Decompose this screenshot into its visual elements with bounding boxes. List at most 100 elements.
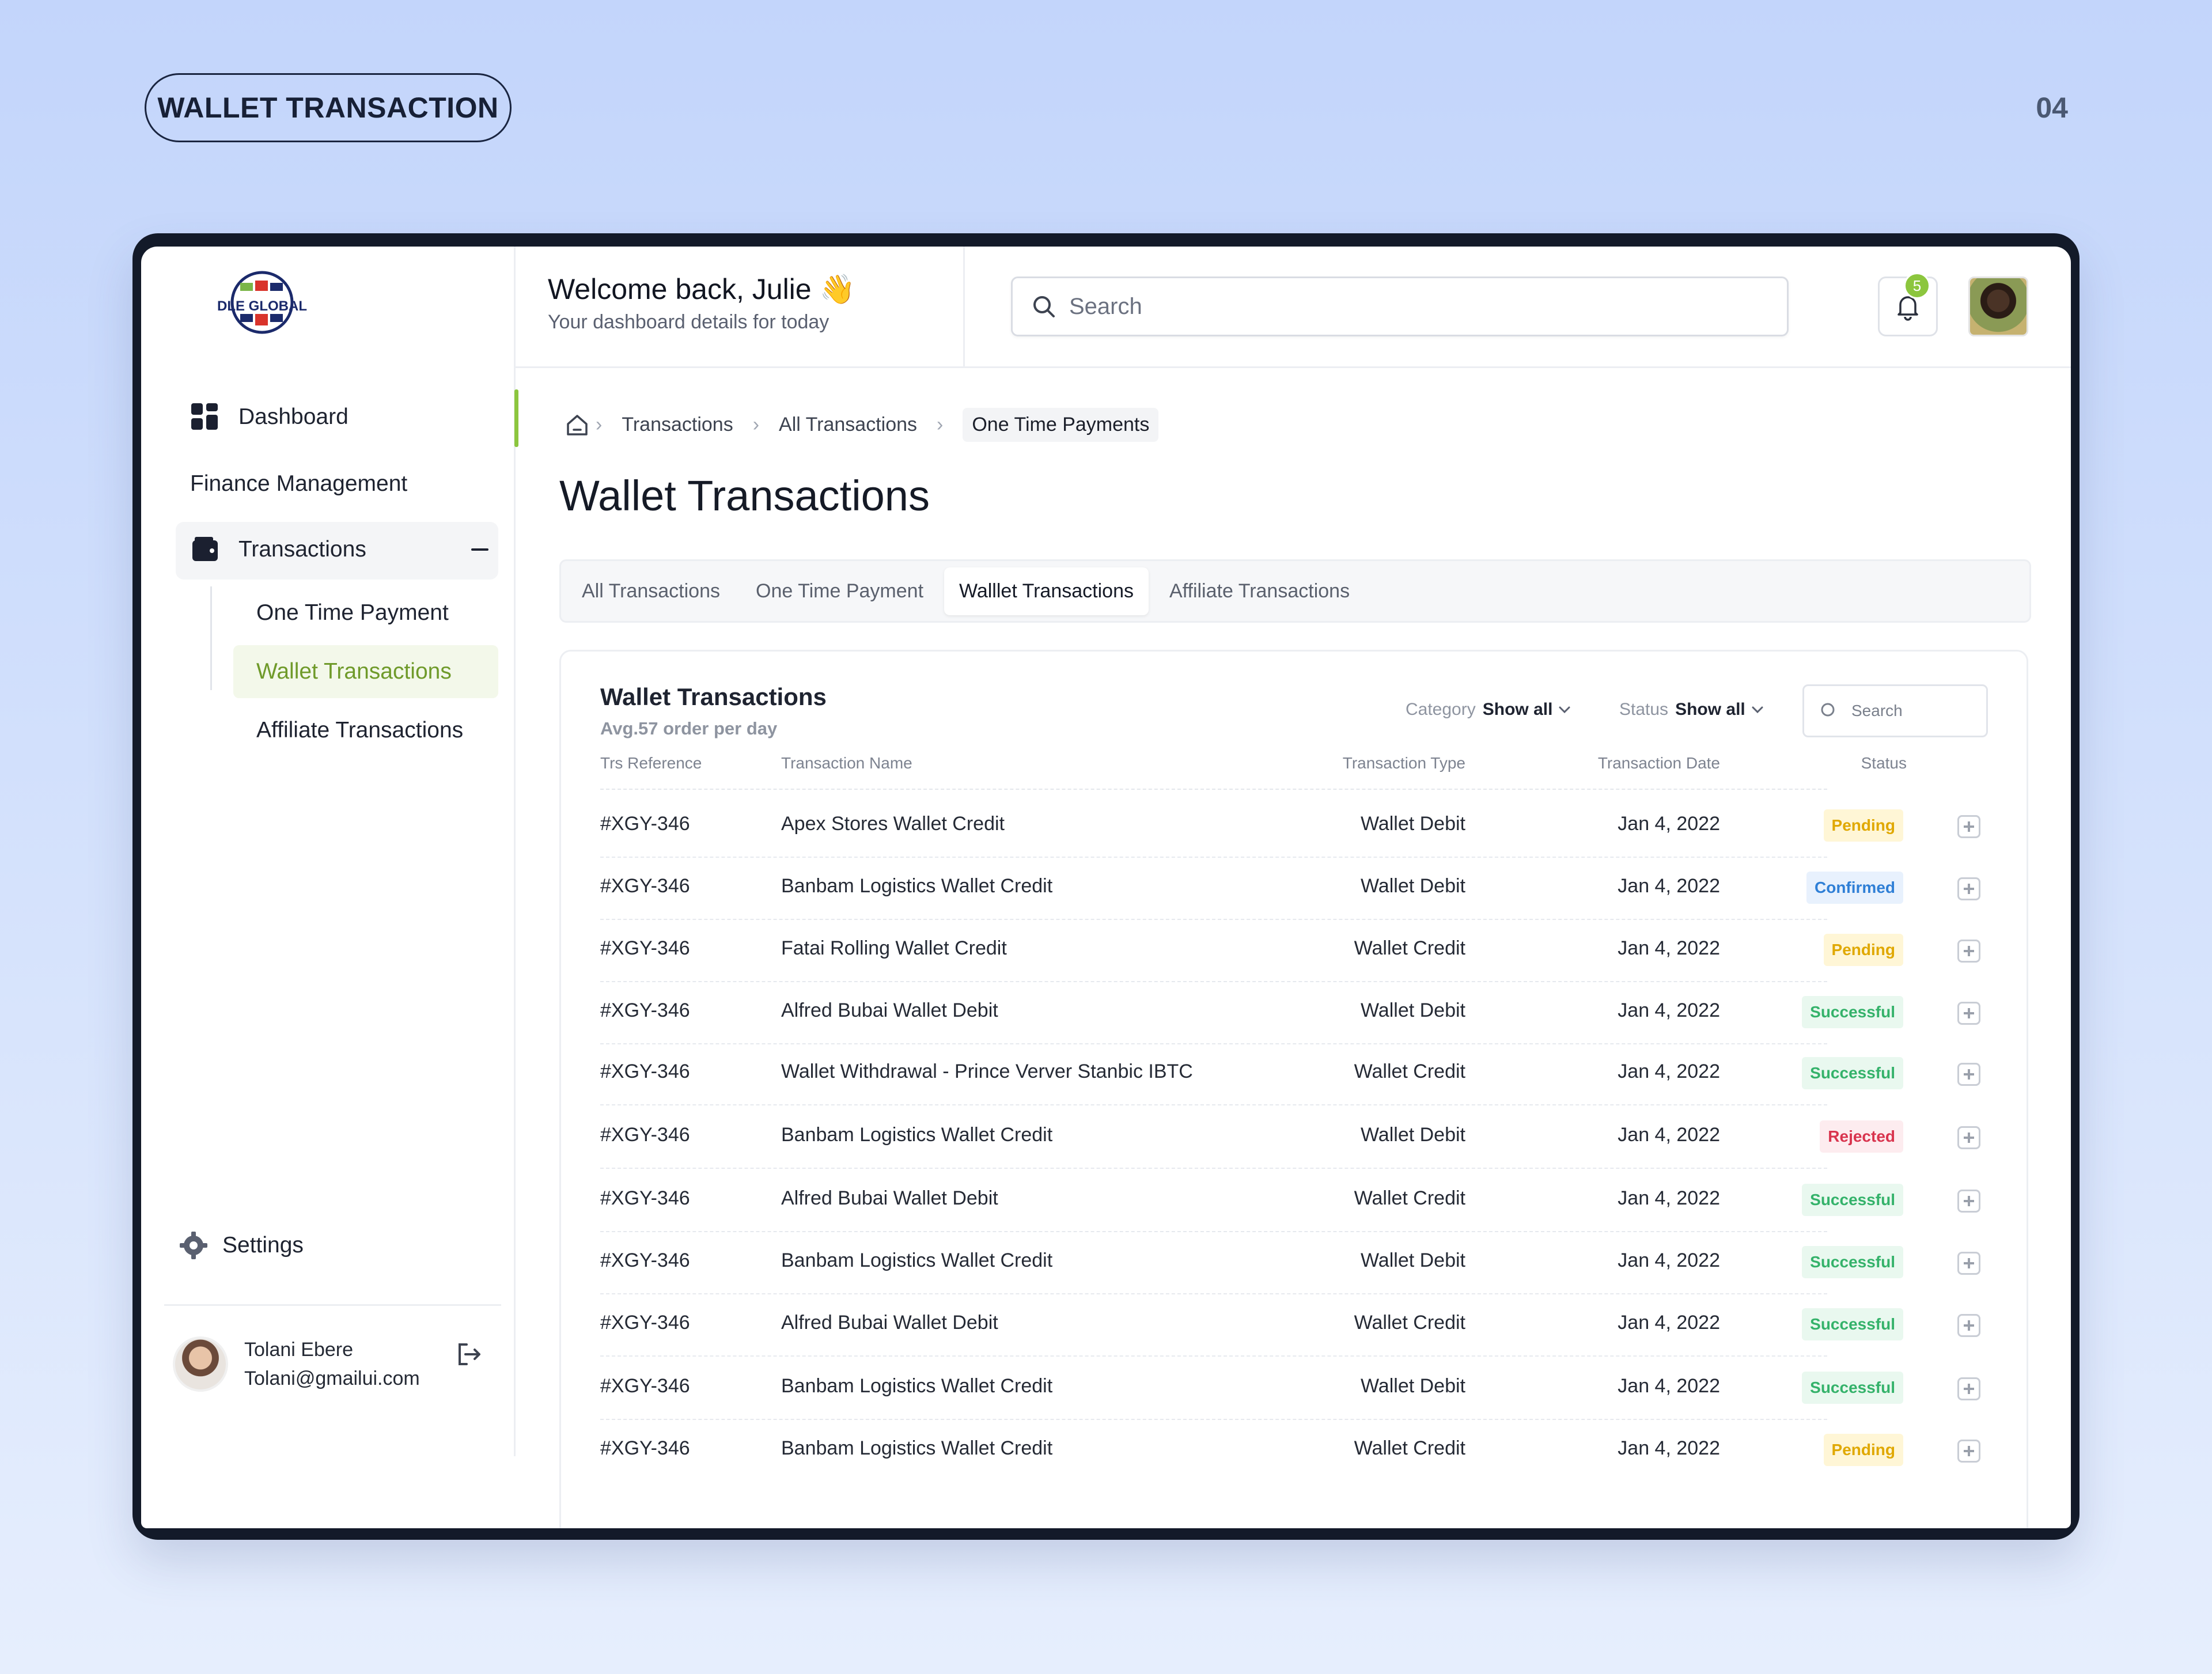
app-screen: DLE GLOBAL Dashboard Finance Management <box>141 247 2071 1528</box>
cell-reference: #XGY-346 <box>600 1375 690 1397</box>
row-divider <box>600 1419 1827 1420</box>
breadcrumb: › Transactions › All Transactions › One … <box>565 408 1172 442</box>
wallet-icon <box>192 537 218 561</box>
status-filter-label: Status <box>1619 700 1669 719</box>
column-header-name[interactable]: Transaction Name <box>781 754 912 772</box>
column-header-date[interactable]: Transaction Date <box>1597 754 1720 772</box>
expand-row-icon[interactable] <box>1957 1440 1980 1463</box>
cell-name: Wallet Withdrawal - Prince Verver Stanbi… <box>781 1061 1193 1082</box>
avatar[interactable] <box>1968 277 2028 336</box>
cell-date: Jan 4, 2022 <box>1618 1249 1720 1271</box>
column-header-reference[interactable]: Trs Reference <box>600 754 702 772</box>
category-filter-value: Show all <box>1482 700 1553 719</box>
table-row[interactable]: #XGY-346 Alfred Bubai Wallet Debit Wallet … <box>561 1294 2027 1357</box>
sidebar-subitem-affiliate-transactions[interactable]: Affiliate Transactions <box>256 718 464 743</box>
cell-date: Jan 4, 2022 <box>1618 1375 1720 1397</box>
device-frame: DLE GLOBAL Dashboard Finance Management <box>132 233 2080 1540</box>
expand-row-icon[interactable] <box>1957 1252 1980 1275</box>
cell-name: Banbam Logistics Wallet Credit <box>781 1249 1053 1271</box>
cell-name: Alfred Bubai Wallet Debit <box>781 1187 998 1209</box>
tab-wallet-transactions[interactable]: Walllet Transactions <box>944 567 1149 615</box>
column-header-status[interactable]: Status <box>1861 754 1907 772</box>
expand-row-icon[interactable] <box>1957 1314 1980 1337</box>
expand-row-icon[interactable] <box>1957 815 1980 838</box>
collapse-icon[interactable] <box>470 540 490 559</box>
sidebar-item-finance-management[interactable]: Finance Management <box>190 471 407 497</box>
expand-row-icon[interactable] <box>1957 1063 1980 1086</box>
cell-date: Jan 4, 2022 <box>1618 1437 1720 1459</box>
cell-type: Wallet Credit <box>1354 1187 1465 1209</box>
table-row[interactable]: #XGY-346 Banbam Logistics Wallet Credit Wa… <box>561 1358 2027 1420</box>
table-row[interactable]: #XGY-346 Fatai Rolling Wallet Credit Walle… <box>561 920 2027 982</box>
table-row[interactable]: #XGY-346 Alfred Bubai Wallet Debit Wallet … <box>561 1170 2027 1232</box>
search-input[interactable]: Search <box>1011 277 1789 336</box>
chevron-right-icon: › <box>937 414 944 435</box>
card-title: Wallet Transactions <box>600 683 827 710</box>
sidebar-subitem-one-time-payment[interactable]: One Time Payment <box>256 600 449 625</box>
cell-date: Jan 4, 2022 <box>1618 813 1720 835</box>
tab-bar: All Transactions One Time Payment Wallle… <box>559 559 2031 623</box>
search-icon <box>1821 703 1835 717</box>
row-divider <box>600 1043 1827 1044</box>
sidebar-item-settings[interactable]: Settings <box>179 1230 304 1260</box>
transactions-card: Wallet Transactions Avg.57 order per day… <box>559 650 2028 1528</box>
cell-name: Banbam Logistics Wallet Credit <box>781 875 1053 897</box>
tab-one-time-payment[interactable]: One Time Payment <box>756 580 924 602</box>
cell-type: Wallet Debit <box>1360 999 1465 1021</box>
category-filter-label: Category <box>1406 700 1476 719</box>
table-row[interactable]: #XGY-346 Wallet Withdrawal - Prince Verve… <box>561 1043 2027 1105</box>
logout-icon[interactable] <box>455 1340 484 1369</box>
cell-type: Wallet Debit <box>1360 1375 1465 1397</box>
status-filter-value: Show all <box>1675 700 1745 719</box>
bell-icon <box>1897 296 1918 321</box>
sidebar-item-label: Transactions <box>238 537 366 562</box>
user-profile[interactable]: Tolani Ebere Tolani@gmailui.com <box>173 1335 420 1393</box>
table-row[interactable]: #XGY-346 Banbam Logistics Wallet Credit Wa… <box>561 1420 2027 1482</box>
expand-row-icon[interactable] <box>1957 1377 1980 1400</box>
table-row[interactable]: #XGY-346 Banbam Logistics Wallet Credit Wa… <box>561 858 2027 920</box>
sidebar-item-transactions[interactable]: Transactions <box>190 535 490 565</box>
tab-affiliate-transactions[interactable]: Affiliate Transactions <box>1169 580 1350 602</box>
cell-name: Apex Stores Wallet Credit <box>781 813 1005 835</box>
expand-row-icon[interactable] <box>1957 877 1980 900</box>
row-divider <box>600 1293 1827 1294</box>
status-badge: Pending <box>1823 809 1903 842</box>
cell-reference: #XGY-346 <box>600 875 690 897</box>
category-filter[interactable]: Category Show all <box>1406 700 1572 719</box>
tab-all-transactions[interactable]: All Transactions <box>582 580 720 602</box>
cell-reference: #XGY-346 <box>600 999 690 1021</box>
table-row[interactable]: #XGY-346 Apex Stores Wallet Credit Wallet … <box>561 796 2027 858</box>
cell-name: Alfred Bubai Wallet Debit <box>781 999 998 1021</box>
sidebar-divider <box>164 1304 501 1306</box>
cell-reference: #XGY-346 <box>600 1187 690 1209</box>
status-badge: Pending <box>1823 1434 1903 1466</box>
sidebar-item-label: Dashboard <box>238 404 349 429</box>
page-title: Wallet Transactions <box>559 472 930 520</box>
status-filter[interactable]: Status Show all <box>1619 700 1765 719</box>
table-search-input[interactable]: Search <box>1802 684 1988 737</box>
cell-reference: #XGY-346 <box>600 1249 690 1271</box>
cell-date: Jan 4, 2022 <box>1618 1312 1720 1334</box>
expand-row-icon[interactable] <box>1957 1002 1980 1025</box>
search-placeholder: Search <box>1069 293 1142 319</box>
expand-row-icon[interactable] <box>1957 1190 1980 1213</box>
cell-date: Jan 4, 2022 <box>1618 1187 1720 1209</box>
table-row[interactable]: #XGY-346 Alfred Bubai Wallet Debit Wallet … <box>561 982 2027 1044</box>
breadcrumb-all-transactions[interactable]: All Transactions <box>779 414 918 435</box>
sidebar-item-dashboard[interactable]: Dashboard <box>190 402 349 432</box>
expand-row-icon[interactable] <box>1957 940 1980 963</box>
expand-row-icon[interactable] <box>1957 1126 1980 1149</box>
cell-date: Jan 4, 2022 <box>1618 1061 1720 1082</box>
breadcrumb-transactions[interactable]: Transactions <box>622 414 733 435</box>
home-icon[interactable] <box>565 412 590 438</box>
table-row[interactable]: #XGY-346 Banbam Logistics Wallet Credit Wa… <box>561 1107 2027 1169</box>
status-badge: Successful <box>1802 996 1903 1028</box>
status-badge: Pending <box>1823 934 1903 966</box>
card-subtitle: Avg.57 order per day <box>600 718 778 738</box>
table-row[interactable]: #XGY-346 Banbam Logistics Wallet Credit Wa… <box>561 1232 2027 1294</box>
table-header-divider <box>600 789 1827 790</box>
row-divider <box>600 1104 1827 1105</box>
sidebar-subitem-wallet-transactions[interactable]: Wallet Transactions <box>256 659 452 684</box>
column-header-type[interactable]: Transaction Type <box>1342 754 1465 772</box>
welcome-title: Welcome back, Julie 👋 <box>548 273 855 305</box>
